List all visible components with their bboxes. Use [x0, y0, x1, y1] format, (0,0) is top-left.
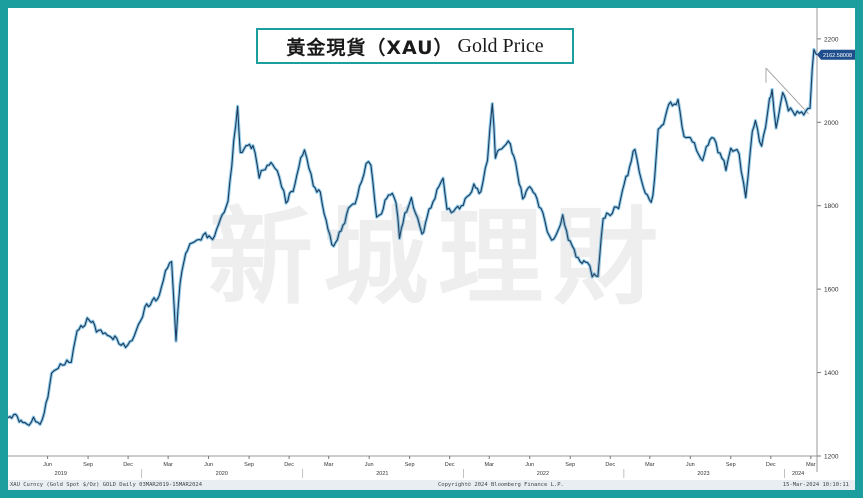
x-year-label: 2021	[376, 471, 388, 477]
x-month-label: Sep	[405, 462, 415, 468]
last-price-marker	[817, 49, 855, 60]
x-month-label: Sep	[565, 462, 575, 468]
y-tick-label: 2000	[824, 120, 839, 127]
y-tick-label: 1600	[824, 287, 839, 294]
y-tick-label: 1200	[824, 454, 839, 461]
x-month-label: Jun	[525, 462, 534, 468]
gold-price-chart: 1200 1400 1600 1800 2000 2200 Jun Sep Dec Mar Jun S…	[8, 8, 855, 478]
x-month-label: Sep	[83, 462, 93, 468]
title-english: Gold Price	[457, 34, 544, 57]
x-month-label: Jun	[204, 462, 213, 468]
y-tick-label: 2200	[824, 36, 839, 43]
footer-copyright: Copyright© 2024 Bloomberg Finance L.P.	[438, 482, 564, 488]
x-month-label: Dec	[284, 462, 294, 468]
x-year-label: 2020	[216, 471, 228, 477]
chart-axes: 1200 1400 1600 1800 2000 2200 Jun Sep Dec Mar Jun S…	[8, 8, 839, 478]
x-year-label: 2023	[697, 471, 709, 477]
price-line-glow	[8, 47, 819, 427]
footer-security-info: XAU Curncy (Gold Spot $/Oz) GOLD Daily 0…	[10, 482, 203, 488]
x-month-label: Mar	[163, 462, 173, 468]
x-month-label: Sep	[726, 462, 736, 468]
last-price-tag: 2162.58008	[817, 49, 855, 60]
x-month-label: Jun	[43, 462, 52, 468]
title-chinese: 黃金現貨（XAU）	[286, 36, 454, 59]
y-tick-label: 1800	[824, 203, 839, 210]
x-month-label: Dec	[605, 462, 615, 468]
price-line	[8, 48, 818, 426]
x-month-label: Sep	[244, 462, 254, 468]
trendline	[765, 67, 809, 115]
x-month-label: Mar	[806, 462, 816, 468]
y-tick-label: 1400	[824, 370, 839, 377]
x-month-label: Mar	[645, 462, 655, 468]
last-price-label: 2162.58008	[823, 53, 852, 59]
x-month-label: Dec	[123, 462, 133, 468]
x-month-label: Dec	[445, 462, 455, 468]
price-series	[8, 47, 819, 427]
chart-frame: 1200 1400 1600 1800 2000 2200 Jun Sep Dec Mar Jun S…	[8, 8, 855, 490]
x-month-label: Jun	[686, 462, 695, 468]
chart-footer: XAU Curncy (Gold Spot $/Oz) GOLD Daily 0…	[8, 480, 855, 490]
x-month-label: Dec	[766, 462, 776, 468]
footer-timestamp: 15-Mar-2024 10:10:11	[782, 482, 849, 488]
x-month-label: Jun	[365, 462, 374, 468]
x-year-label: 2024	[792, 471, 804, 477]
x-month-label: Mar	[485, 462, 495, 468]
x-year-label: 2022	[537, 471, 549, 477]
trend-annotation	[765, 67, 809, 115]
chart-title: 黃金現貨（XAU） Gold Price	[256, 28, 574, 64]
x-year-label: 2019	[55, 471, 67, 477]
x-month-label: Mar	[324, 462, 334, 468]
